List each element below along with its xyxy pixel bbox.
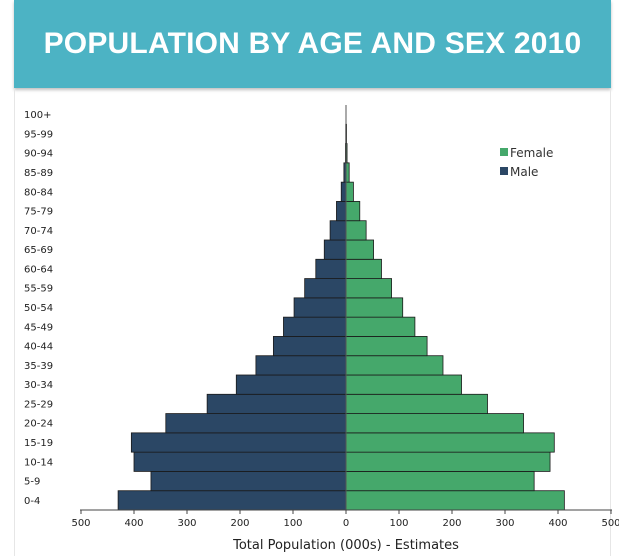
- age-label: 50-54: [24, 303, 53, 314]
- bar-male-20-24: [165, 413, 347, 434]
- age-group-labels: 0-4 5-9 10-14 15-19 20-24 25-29 30-34 35-39 40-4…: [24, 110, 53, 507]
- age-label: 55-59: [24, 284, 53, 295]
- x-tick-label: 0: [343, 518, 349, 529]
- bar-male-15-19: [130, 432, 347, 453]
- legend-swatch-female: [500, 148, 508, 156]
- age-label: 90-94: [24, 149, 53, 160]
- age-label: 25-29: [24, 399, 53, 410]
- age-label: 70-74: [24, 226, 53, 237]
- bar-female-15-19: [345, 432, 555, 453]
- bar-male-60-64: [315, 258, 347, 279]
- bar-male-75-79: [336, 201, 347, 222]
- bar-male-45-49: [283, 316, 347, 337]
- age-label: 65-69: [24, 245, 53, 256]
- bar-female-50-54: [345, 297, 404, 318]
- bar-male-35-39: [255, 355, 347, 376]
- bar-male-0-4: [117, 490, 347, 511]
- age-label: 45-49: [24, 322, 53, 333]
- bar-male-40-44: [272, 336, 347, 357]
- bar-female-10-14: [345, 451, 551, 472]
- bar-female-70-74: [345, 220, 367, 241]
- age-label: 35-39: [24, 361, 53, 372]
- x-tick-label: 500: [71, 518, 90, 529]
- x-tick-label: 100: [389, 518, 408, 529]
- x-tick-label: 500: [601, 518, 619, 529]
- bar-female-30-34: [345, 374, 462, 395]
- bar-female-60-64: [345, 258, 382, 279]
- bar-male-50-54: [293, 297, 347, 318]
- bar-female-65-69: [345, 239, 374, 260]
- bar-male-5-9: [150, 471, 347, 492]
- age-label: 95-99: [24, 129, 53, 140]
- age-label: 40-44: [24, 342, 53, 353]
- bar-female-35-39: [345, 355, 444, 376]
- bar-male-70-74: [329, 220, 347, 241]
- title-banner: POPULATION BY AGE AND SEX 2010: [14, 0, 611, 88]
- x-axis-title: Total Population (000s) - Estimates: [232, 538, 459, 553]
- bar-female-40-44: [345, 336, 428, 357]
- legend-swatch-male: [500, 167, 508, 175]
- age-label: 60-64: [24, 264, 53, 275]
- bar-male-25-29: [206, 393, 347, 414]
- legend-label-male: Male: [510, 165, 538, 179]
- x-tick-label: 400: [548, 518, 567, 529]
- bar-male-65-69: [323, 239, 347, 260]
- bar-female-5-9: [345, 471, 535, 492]
- bar-male-55-59: [304, 278, 347, 299]
- age-label: 20-24: [24, 419, 53, 430]
- x-tick-label: 400: [124, 518, 143, 529]
- x-tick-label: 200: [442, 518, 461, 529]
- bar-male-80-84: [340, 181, 347, 202]
- x-tick-label: 300: [177, 518, 196, 529]
- bar-female-80-84: [345, 181, 354, 202]
- chart-frame: [14, 90, 611, 556]
- bar-male-10-14: [133, 451, 347, 472]
- x-tick-label: 100: [283, 518, 302, 529]
- x-axis: 500 400 300 200 100 0 100 200 300 400 500: [71, 509, 619, 529]
- bar-female-55-59: [345, 278, 392, 299]
- bar-female-25-29: [345, 393, 488, 414]
- age-label: 100+: [24, 110, 51, 121]
- bar-male-30-34: [235, 374, 347, 395]
- bar-female-20-24: [345, 413, 524, 434]
- age-label: 80-84: [24, 187, 53, 198]
- age-label: 75-79: [24, 207, 53, 218]
- age-label: 0-4: [24, 496, 40, 507]
- age-label: 10-14: [24, 457, 53, 468]
- page-title: POPULATION BY AGE AND SEX 2010: [43, 27, 582, 60]
- bar-female-75-79: [345, 201, 361, 222]
- x-tick-label: 200: [230, 518, 249, 529]
- age-label: 30-34: [24, 380, 53, 391]
- x-tick-label: 300: [495, 518, 514, 529]
- legend-label-female: Female: [510, 146, 553, 160]
- age-label: 85-89: [24, 168, 53, 179]
- bar-female-45-49: [345, 316, 416, 337]
- legend: Female Male: [500, 146, 553, 179]
- age-label: 15-19: [24, 438, 53, 449]
- age-label: 5-9: [24, 477, 40, 488]
- bar-female-0-4: [345, 490, 565, 511]
- bars-group: [117, 105, 565, 511]
